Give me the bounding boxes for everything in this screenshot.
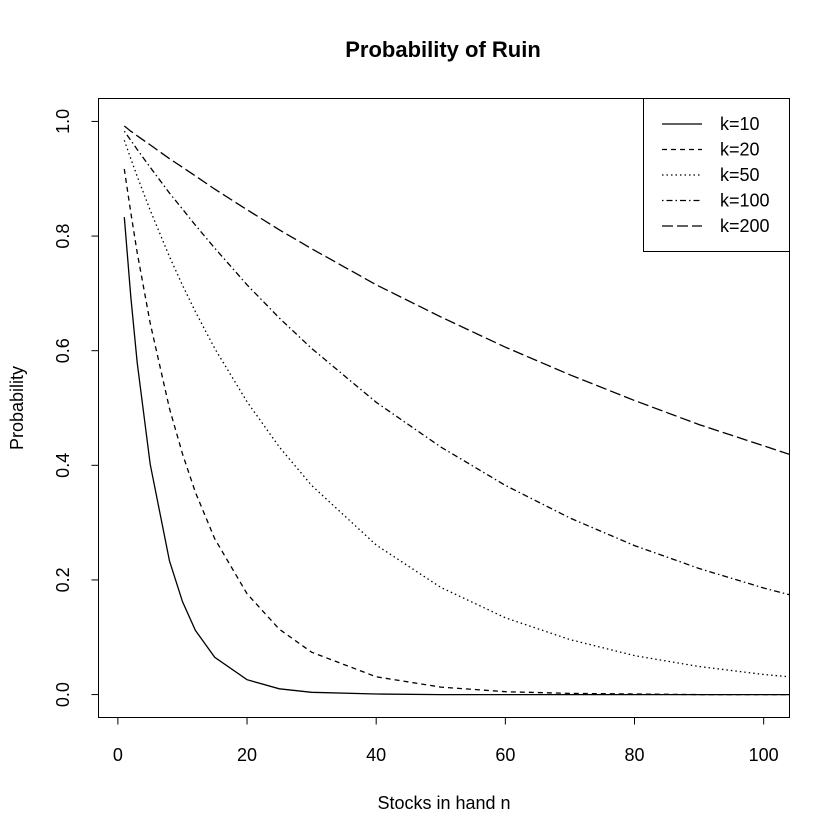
x-tick-label: 80 xyxy=(624,745,644,765)
y-tick-label: 0.4 xyxy=(53,453,73,478)
series-line-k-200 xyxy=(123,125,790,456)
chart-title: Probability of Ruin xyxy=(345,37,541,62)
y-tick-label: 0.8 xyxy=(53,224,73,249)
plot-border xyxy=(98,98,790,718)
legend-label: k=10 xyxy=(720,114,760,134)
legend-label: k=20 xyxy=(720,140,760,160)
series-line-k-100 xyxy=(123,130,790,596)
plot-frame xyxy=(98,98,790,718)
series-line-k-20 xyxy=(123,168,790,696)
series-group xyxy=(123,125,790,696)
legend-label: k=100 xyxy=(720,191,770,211)
x-tick-label: 40 xyxy=(366,745,386,765)
x-tick-label: 20 xyxy=(237,745,257,765)
y-axis: 0.0 0.2 0.4 0.6 0.8 1.0 xyxy=(53,109,99,707)
x-axis: 0 20 40 60 80 100 xyxy=(113,717,779,765)
series-line-k-10 xyxy=(123,217,790,696)
y-tick-label: 0.0 xyxy=(53,682,73,707)
series-line-k-50 xyxy=(123,140,790,678)
x-tick-label: 60 xyxy=(495,745,515,765)
legend-label: k=200 xyxy=(720,216,770,236)
y-tick-label: 1.0 xyxy=(53,109,73,134)
y-axis-label: Probability xyxy=(7,366,27,450)
x-tick-label: 0 xyxy=(113,745,123,765)
x-axis-label: Stocks in hand n xyxy=(377,793,510,813)
y-tick-label: 0.6 xyxy=(53,338,73,363)
y-tick-label: 0.2 xyxy=(53,567,73,592)
legend-box xyxy=(643,98,790,252)
legend: k=10 k=20 k=50 k=100 k=200 xyxy=(643,98,790,252)
x-tick-label: 100 xyxy=(749,745,779,765)
legend-label: k=50 xyxy=(720,165,760,185)
